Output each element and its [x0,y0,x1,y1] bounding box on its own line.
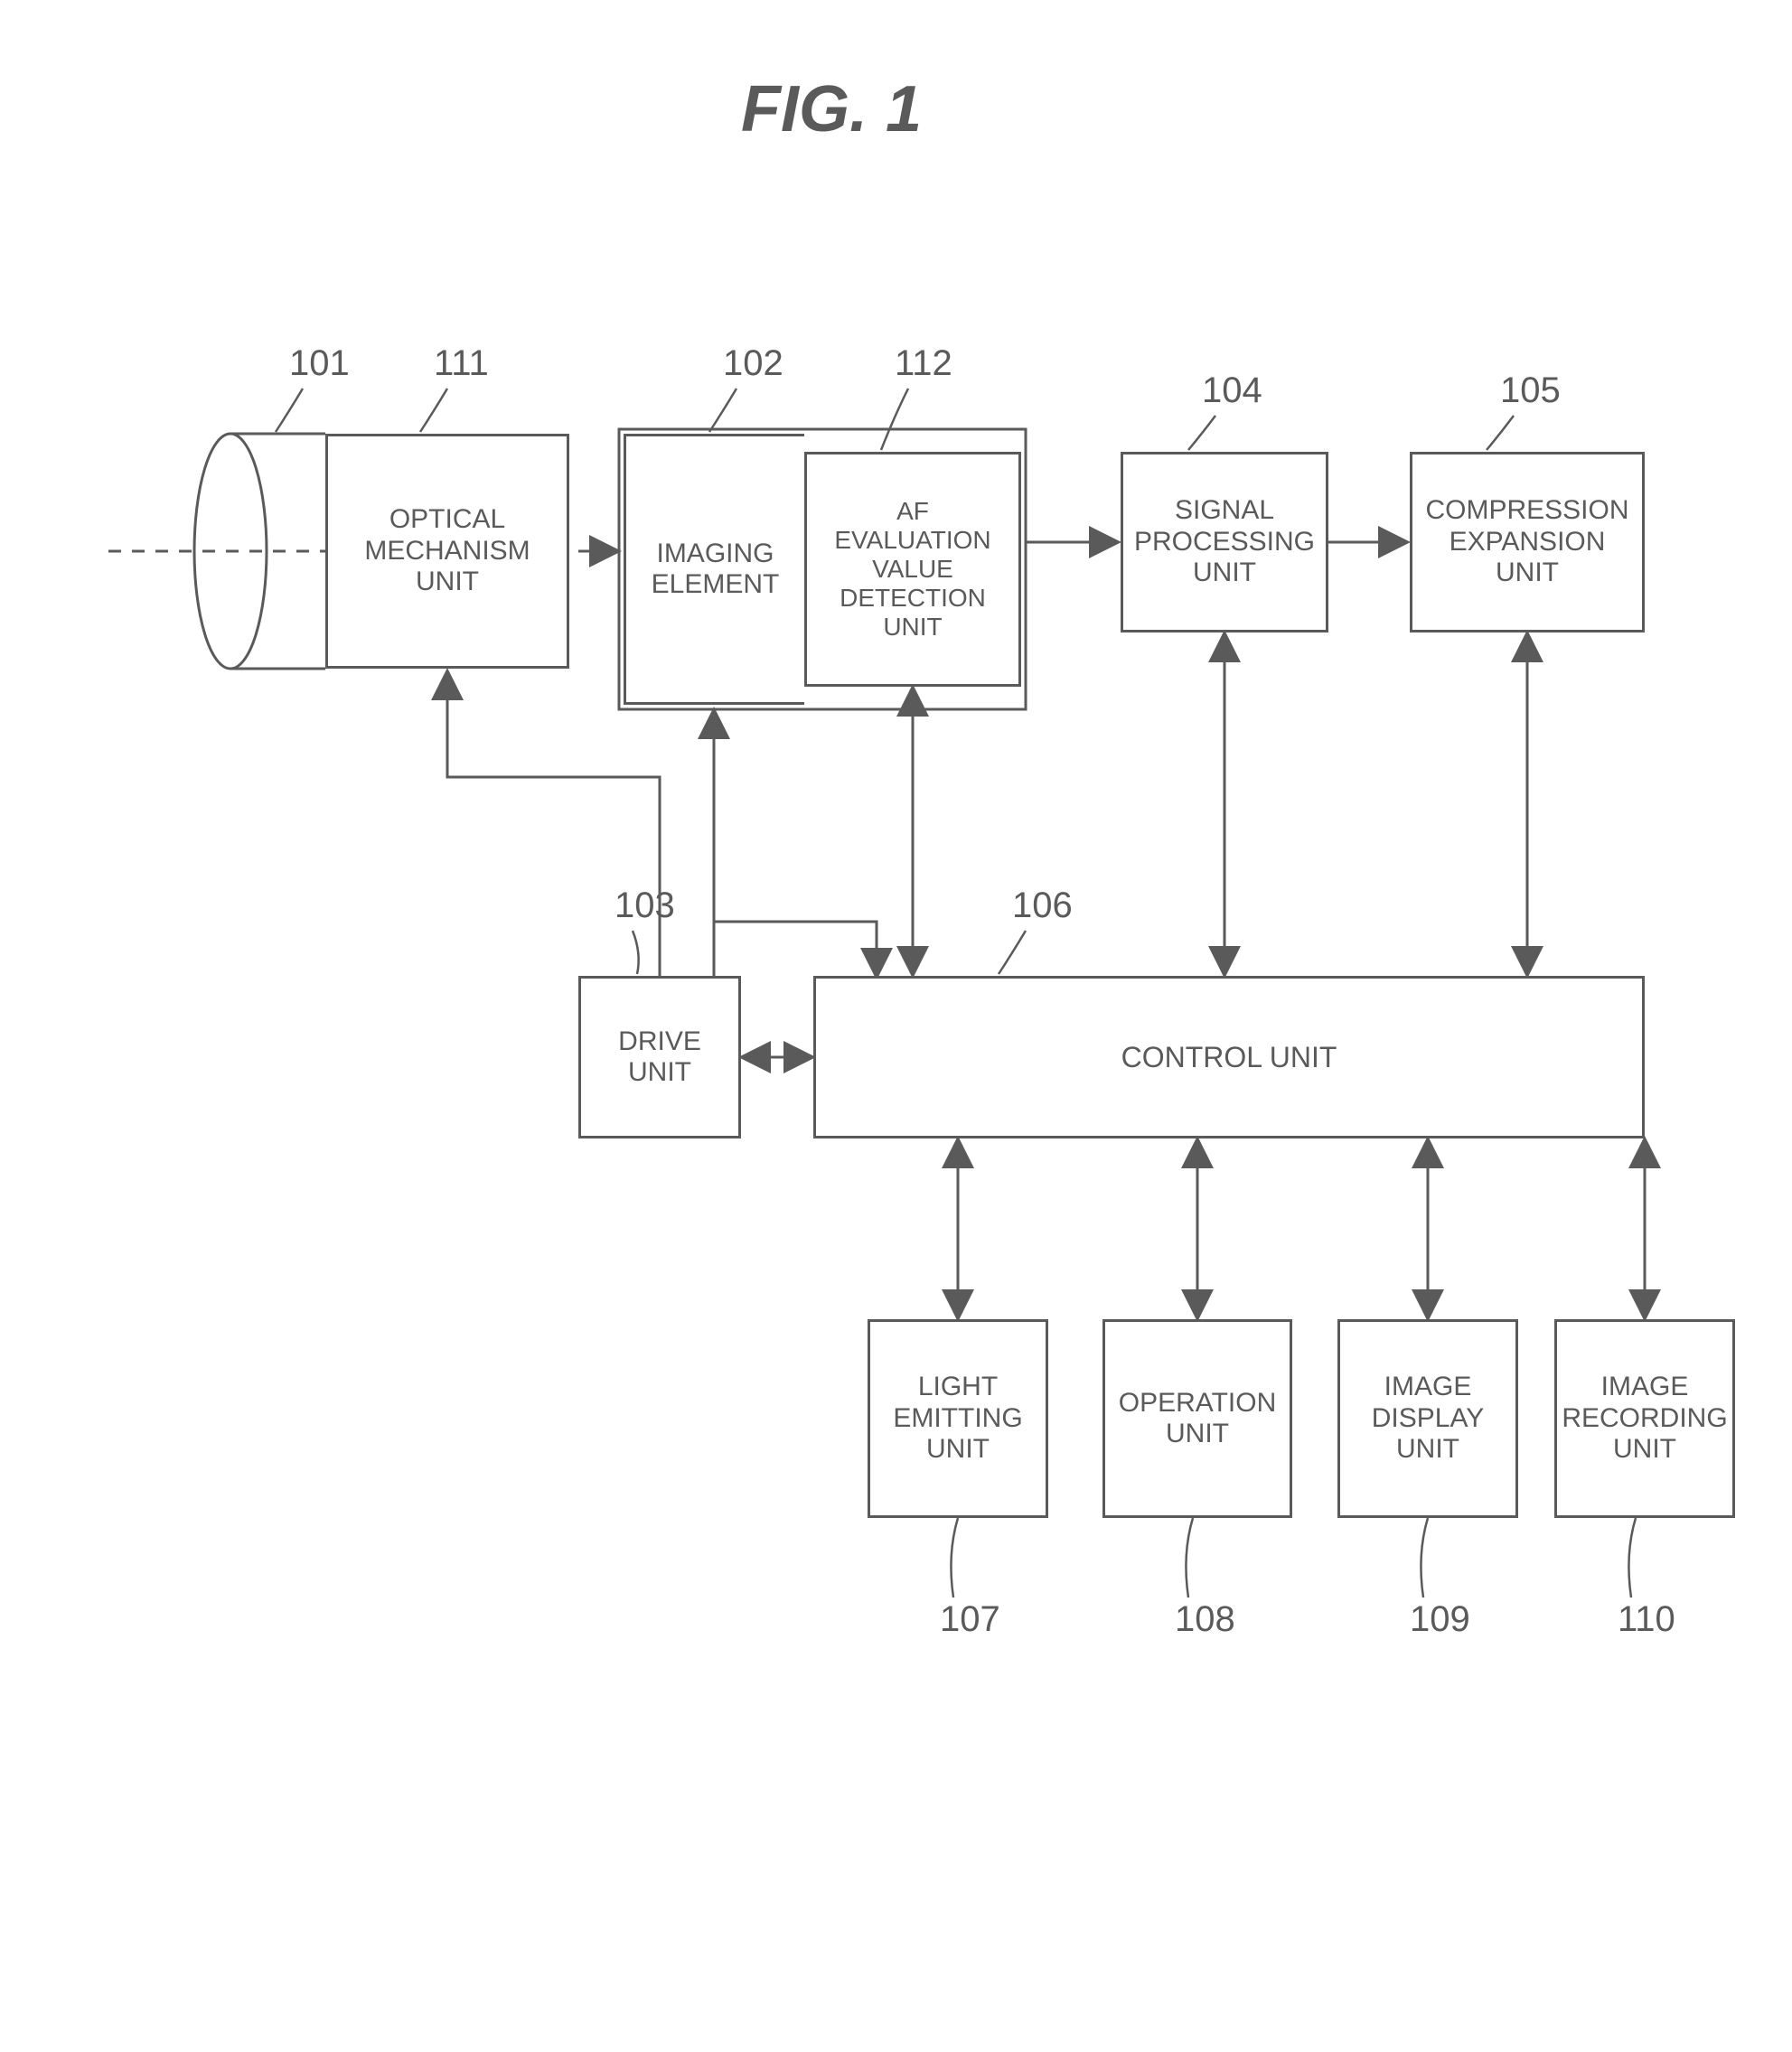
ref-111: 111 [434,343,489,384]
box-display: IMAGEDISPLAYUNIT [1337,1319,1518,1518]
box-optical: OPTICALMECHANISMUNIT [325,434,569,669]
box-comp: COMPRESSIONEXPANSIONUNIT [1410,452,1645,632]
figure-title: FIG. 1 [741,72,922,146]
ref-108: 108 [1175,1599,1235,1640]
ref-105: 105 [1500,370,1561,411]
ref-101: 101 [289,343,350,384]
box-operation: OPERATIONUNIT [1102,1319,1292,1518]
ref-103: 103 [615,885,675,926]
ref-107: 107 [940,1599,1000,1640]
box-imaging: IMAGINGELEMENT [624,434,804,705]
ref-102: 102 [723,343,783,384]
box-drive: DRIVEUNIT [578,976,741,1138]
box-record: IMAGERECORDINGUNIT [1554,1319,1735,1518]
box-af: AFEVALUATIONVALUEDETECTIONUNIT [804,452,1021,687]
box-control: CONTROL UNIT [813,976,1645,1138]
ref-112: 112 [895,343,952,384]
ref-104: 104 [1202,370,1262,411]
ref-109: 109 [1410,1599,1470,1640]
ref-110: 110 [1618,1599,1675,1640]
box-light: LIGHTEMITTINGUNIT [868,1319,1048,1518]
ref-106: 106 [1012,885,1073,926]
box-signal: SIGNALPROCESSINGUNIT [1121,452,1328,632]
